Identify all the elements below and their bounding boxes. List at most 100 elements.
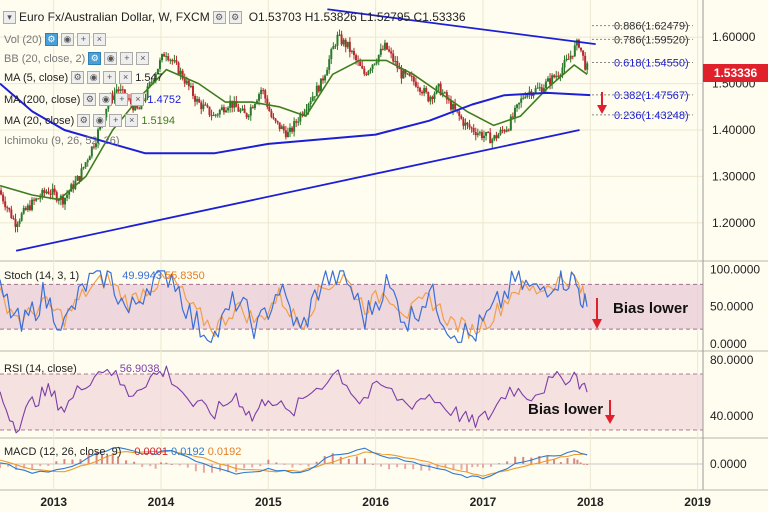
macd-panel[interactable]	[0, 446, 703, 480]
candle-body	[16, 223, 19, 227]
legend-ma20-label: MA (20, close)	[4, 114, 75, 127]
macd-histogram-bar	[371, 463, 374, 465]
close-icon[interactable]: ×	[131, 93, 145, 106]
candle-body	[571, 55, 574, 57]
candle-body	[177, 62, 180, 75]
settings-icon[interactable]: ⚙	[212, 10, 226, 24]
macd-histogram-bar	[396, 464, 399, 468]
add-icon[interactable]: +	[103, 71, 117, 84]
candle-body	[167, 56, 170, 61]
candle-body	[309, 101, 312, 105]
settings-icon[interactable]: ⚙	[77, 114, 91, 127]
candle-body	[35, 198, 38, 201]
close-icon[interactable]: ×	[92, 33, 106, 46]
macd-histogram-bar	[559, 462, 562, 464]
candle-body	[113, 92, 116, 100]
legend-vol-label: Vol (20)	[4, 33, 42, 46]
candle-body	[183, 78, 186, 84]
candle-body	[476, 133, 479, 136]
eye-icon[interactable]: ◉	[104, 52, 118, 65]
macd-value: 0.0192	[171, 446, 205, 458]
macd-legend[interactable]: MACD (12, 26, close, 9) 0.0001 0.0192 0.…	[4, 446, 241, 458]
close-icon[interactable]: ×	[125, 114, 139, 127]
add-icon[interactable]: +	[115, 93, 129, 106]
candle-body	[14, 218, 17, 227]
settings-icon[interactable]: ⚙	[83, 93, 97, 106]
macd-signal-line	[0, 450, 588, 477]
macd-histogram-bar	[149, 464, 152, 467]
legend-ma200-value: 1.4752	[147, 93, 182, 106]
candle-body	[369, 69, 372, 72]
candle-body	[206, 105, 209, 107]
compare-icon[interactable]: ⚙	[228, 10, 242, 24]
down-arrow-icon	[605, 415, 615, 424]
stoch-label: Stoch (14, 3, 1)	[4, 270, 80, 282]
legend-ma200[interactable]: MA (200, close) ⚙ ◉ + × 1.4752	[4, 93, 181, 106]
add-icon[interactable]: +	[120, 52, 134, 65]
symbol-dropdown-icon[interactable]: ▾	[3, 10, 16, 24]
settings-icon[interactable]: ⚙	[44, 33, 58, 46]
candle-body	[421, 91, 424, 94]
legend-bb[interactable]: BB (20, close, 2) ⚙ ◉ + ×	[4, 52, 150, 65]
x-tick-label: 2018	[577, 495, 604, 509]
macd-hist-value: 0.0001	[134, 446, 169, 458]
legend-ma5[interactable]: MA (5, close) ⚙ ◉ + × 1.547	[4, 71, 163, 84]
macd-histogram-bar	[331, 453, 334, 464]
add-icon[interactable]: +	[76, 33, 90, 46]
stochastic-panel[interactable]	[0, 270, 703, 344]
stoch-legend[interactable]: Stoch (14, 3, 1) 49.9943 55.8350	[4, 270, 205, 282]
macd-histogram-bar	[339, 456, 342, 464]
candle-body	[173, 60, 176, 62]
legend-ma20[interactable]: MA (20, close) ⚙ ◉ + × 1.5194	[4, 114, 175, 127]
candle-body	[565, 58, 568, 61]
candle-body	[406, 73, 409, 75]
settings-icon[interactable]: ⚙	[88, 52, 102, 65]
candle-body	[483, 135, 486, 138]
candle-body	[187, 80, 190, 87]
candle-body	[154, 74, 157, 81]
macd-histogram-bar	[444, 464, 447, 469]
rsi-panel[interactable]	[0, 365, 703, 434]
legend-vol[interactable]: Vol (20) ⚙ ◉ + ×	[4, 33, 106, 46]
candle-body	[303, 111, 306, 116]
candle-body	[0, 190, 3, 195]
candle-body	[458, 111, 461, 116]
candle-body	[169, 59, 172, 61]
candle-body	[416, 86, 419, 88]
rsi-tick-label: 80.0000	[710, 353, 754, 367]
close-icon[interactable]: ×	[136, 52, 150, 65]
add-icon[interactable]: +	[109, 114, 123, 127]
candle-body	[365, 74, 368, 76]
settings-icon[interactable]: ⚙	[71, 71, 85, 84]
candle-body	[499, 129, 502, 135]
candle-body	[214, 114, 217, 116]
candle-body	[419, 87, 422, 92]
candle-body	[253, 103, 256, 109]
eye-icon[interactable]: ◉	[99, 93, 113, 106]
eye-icon[interactable]: ◉	[60, 33, 74, 46]
candle-body	[115, 89, 118, 93]
legend-ichimoku[interactable]: Ichimoku (9, 26, 52, 26)	[4, 135, 120, 147]
eye-icon[interactable]: ◉	[87, 71, 101, 84]
close-icon[interactable]: ×	[119, 71, 133, 84]
macd-histogram-bar	[227, 464, 230, 473]
candle-body	[30, 199, 33, 211]
candle-body	[241, 108, 244, 111]
candle-body	[191, 85, 194, 96]
candle-body	[61, 195, 64, 205]
candle-body	[161, 54, 164, 61]
macd-histogram-bar	[579, 462, 582, 464]
rsi-legend[interactable]: RSI (14, close) 56.9038	[4, 363, 160, 375]
candle-body	[148, 82, 151, 87]
candle-body	[225, 110, 228, 113]
candle-body	[70, 184, 73, 192]
eye-icon[interactable]: ◉	[93, 114, 107, 127]
candle-body	[414, 81, 417, 87]
candle-body	[367, 71, 370, 75]
stoch-tick-label: 50.0000	[710, 300, 754, 314]
macd-histogram-bar	[31, 464, 34, 470]
candle-body	[111, 95, 114, 100]
candle-body	[350, 50, 353, 52]
candle-body	[134, 102, 137, 111]
candle-body	[117, 89, 120, 91]
